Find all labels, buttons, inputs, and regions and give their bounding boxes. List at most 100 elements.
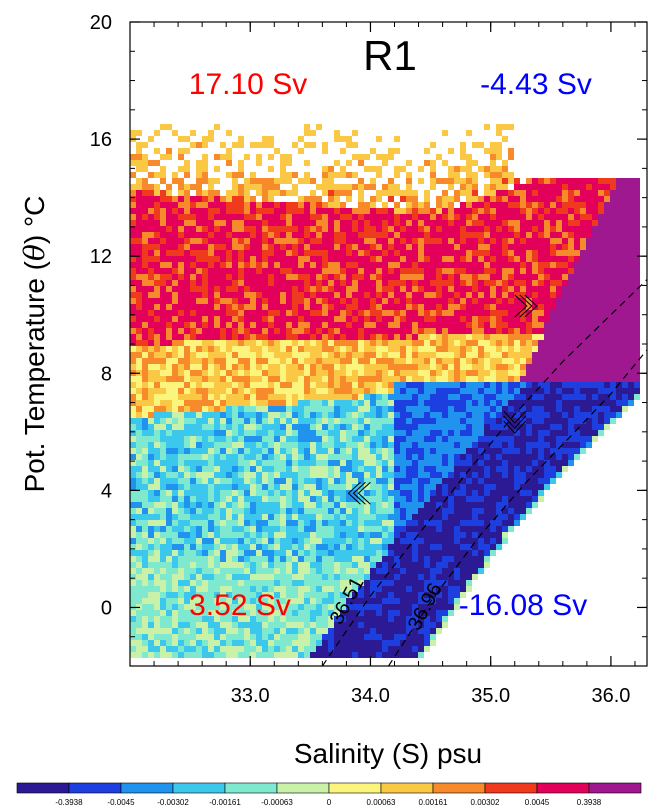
heatmap-cell	[478, 196, 484, 202]
heatmap-cell	[166, 280, 172, 286]
heatmap-cell	[448, 580, 454, 586]
heatmap-cell	[136, 490, 142, 496]
heatmap-cell	[316, 496, 322, 502]
heatmap-cell	[394, 472, 400, 478]
heatmap-cell	[322, 550, 328, 556]
heatmap-cell	[454, 520, 460, 526]
heatmap-cell	[400, 586, 406, 592]
heatmap-cell	[154, 148, 160, 154]
heatmap-cell	[130, 598, 136, 604]
heatmap-cell	[388, 454, 394, 460]
heatmap-cell	[334, 466, 340, 472]
heatmap-cell	[184, 544, 190, 550]
heatmap-cell	[406, 628, 412, 634]
heatmap-cell	[262, 610, 268, 616]
heatmap-cell	[280, 358, 286, 364]
heatmap-cell	[472, 286, 478, 292]
heatmap-cell	[316, 502, 322, 508]
heatmap-cell	[148, 220, 154, 226]
heatmap-cell	[298, 208, 304, 214]
heatmap-cell	[502, 208, 508, 214]
heatmap-cell	[484, 316, 490, 322]
heatmap-cell	[460, 202, 466, 208]
heatmap-cell	[472, 232, 478, 238]
heatmap-cell	[298, 232, 304, 238]
heatmap-cell	[370, 388, 376, 394]
heatmap-cell	[268, 550, 274, 556]
heatmap-cell	[394, 484, 400, 490]
heatmap-cell	[298, 346, 304, 352]
heatmap-cell	[376, 532, 382, 538]
heatmap-cell	[232, 652, 238, 658]
heatmap-cell	[424, 484, 430, 490]
heatmap-cell	[292, 214, 298, 220]
heatmap-cell	[436, 178, 442, 184]
heatmap-cell	[370, 214, 376, 220]
heatmap-cell	[316, 640, 322, 646]
heatmap-cell	[322, 454, 328, 460]
heatmap-cell	[448, 442, 454, 448]
heatmap-cell	[238, 634, 244, 640]
heatmap-cell	[340, 442, 346, 448]
heatmap-cell	[256, 292, 262, 298]
heatmap-cell	[268, 262, 274, 268]
heatmap-cell	[388, 262, 394, 268]
heatmap-cell	[136, 142, 142, 148]
heatmap-cell	[262, 142, 268, 148]
heatmap-cell	[268, 232, 274, 238]
heatmap-cell	[400, 322, 406, 328]
heatmap-cell	[136, 412, 142, 418]
heatmap-cell	[208, 190, 214, 196]
heatmap-cell	[214, 640, 220, 646]
heatmap-cell	[328, 184, 334, 190]
heatmap-cell	[472, 406, 478, 412]
heatmap-cell	[292, 646, 298, 652]
heatmap-cell	[226, 562, 232, 568]
heatmap-cell	[298, 442, 304, 448]
heatmap-cell	[328, 346, 334, 352]
heatmap-cell	[190, 352, 196, 358]
heatmap-cell	[178, 136, 184, 142]
heatmap-cell	[334, 388, 340, 394]
heatmap-cell	[172, 418, 178, 424]
heatmap-cell	[172, 598, 178, 604]
heatmap-cell	[346, 196, 352, 202]
heatmap-cell	[190, 502, 196, 508]
heatmap-cell	[346, 268, 352, 274]
heatmap-cell	[358, 538, 364, 544]
heatmap-cell	[484, 148, 490, 154]
heatmap-cell	[130, 514, 136, 520]
heatmap-cell	[460, 274, 466, 280]
heatmap-cell	[172, 640, 178, 646]
heatmap-cell	[244, 352, 250, 358]
heatmap-cell	[292, 610, 298, 616]
heatmap-cell	[442, 610, 448, 616]
heatmap-cell	[382, 364, 388, 370]
heatmap-cell	[172, 502, 178, 508]
heatmap-cell	[202, 388, 208, 394]
heatmap-cell	[148, 202, 154, 208]
heatmap-cell	[454, 244, 460, 250]
heatmap-cell	[196, 436, 202, 442]
heatmap-cell	[280, 274, 286, 280]
heatmap-cell	[172, 280, 178, 286]
heatmap-cell	[412, 226, 418, 232]
heatmap-cell	[466, 256, 472, 262]
heatmap-cell	[274, 364, 280, 370]
heatmap-cell	[220, 406, 226, 412]
heatmap-cell	[190, 568, 196, 574]
heatmap-cell	[328, 412, 334, 418]
heatmap-cell	[142, 466, 148, 472]
heatmap-cell	[184, 196, 190, 202]
heatmap-cell	[136, 616, 142, 622]
heatmap-cell	[478, 382, 484, 388]
heatmap-cell	[214, 334, 220, 340]
heatmap-cell	[424, 412, 430, 418]
heatmap-cell	[280, 232, 286, 238]
heatmap-cell	[208, 262, 214, 268]
heatmap-cell	[142, 484, 148, 490]
heatmap-cell	[148, 232, 154, 238]
heatmap-cell	[310, 592, 316, 598]
heatmap-cell	[466, 382, 472, 388]
heatmap-cell	[304, 514, 310, 520]
